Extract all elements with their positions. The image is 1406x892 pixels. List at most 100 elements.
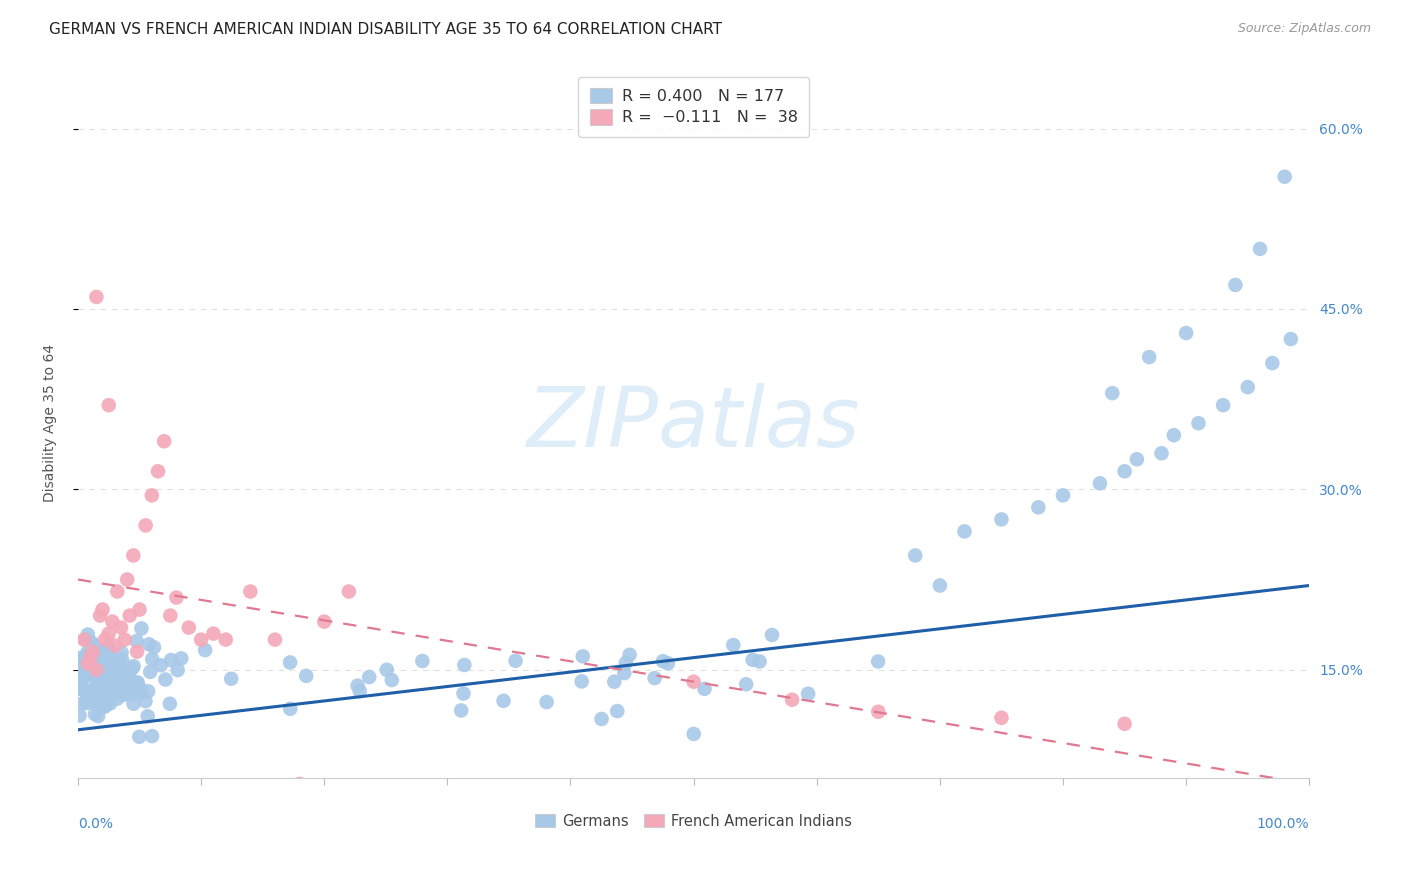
Point xyxy=(84,661,107,675)
Point xyxy=(125,634,148,648)
Point xyxy=(780,692,803,706)
Point xyxy=(94,675,117,690)
Point xyxy=(79,650,101,665)
Point xyxy=(146,464,169,478)
Point xyxy=(110,621,132,635)
Point xyxy=(492,694,515,708)
Point xyxy=(105,657,128,671)
Point xyxy=(122,549,145,563)
Point xyxy=(84,665,107,679)
Point xyxy=(990,711,1012,725)
Point xyxy=(96,672,118,686)
Point xyxy=(278,702,301,716)
Point xyxy=(72,666,94,681)
Text: 100.0%: 100.0% xyxy=(1257,817,1309,830)
Point xyxy=(117,673,139,688)
Point xyxy=(112,688,135,702)
Point xyxy=(110,646,132,660)
Point xyxy=(72,671,94,685)
Point xyxy=(89,658,111,673)
Point xyxy=(77,666,100,681)
Point xyxy=(79,665,101,680)
Point xyxy=(1261,356,1284,370)
Point xyxy=(139,665,162,679)
Point xyxy=(1028,500,1050,515)
Point xyxy=(194,643,217,657)
Point xyxy=(70,681,93,696)
Point xyxy=(107,663,129,677)
Point xyxy=(606,704,628,718)
Point xyxy=(87,645,110,659)
Point xyxy=(128,602,150,616)
Point xyxy=(97,398,120,412)
Point xyxy=(1137,350,1160,364)
Point xyxy=(160,653,183,667)
Point xyxy=(70,697,93,711)
Point xyxy=(83,647,105,661)
Point xyxy=(143,640,166,655)
Point xyxy=(128,730,150,744)
Point xyxy=(70,667,93,681)
Point xyxy=(177,621,200,635)
Point xyxy=(118,665,141,680)
Point xyxy=(114,632,136,647)
Point xyxy=(1249,242,1271,256)
Point xyxy=(87,686,110,700)
Point xyxy=(359,670,381,684)
Point xyxy=(86,698,108,712)
Point xyxy=(1150,446,1173,460)
Point xyxy=(288,777,311,791)
Point xyxy=(91,657,114,672)
Point xyxy=(723,638,745,652)
Point xyxy=(1114,464,1136,478)
Point xyxy=(89,687,111,701)
Point xyxy=(682,674,704,689)
Point xyxy=(105,687,128,701)
Point xyxy=(90,657,112,672)
Point xyxy=(314,615,336,629)
Point xyxy=(94,699,117,714)
Point xyxy=(76,687,98,701)
Point xyxy=(67,662,90,676)
Point xyxy=(591,712,613,726)
Point xyxy=(79,662,101,676)
Point xyxy=(67,654,90,668)
Point xyxy=(110,666,132,681)
Point xyxy=(381,673,404,687)
Text: ZIPatlas: ZIPatlas xyxy=(527,383,860,464)
Point xyxy=(76,696,98,710)
Point xyxy=(159,697,181,711)
Point xyxy=(149,658,172,673)
Point xyxy=(215,632,238,647)
Point xyxy=(98,651,121,665)
Point xyxy=(77,694,100,708)
Point xyxy=(1236,380,1258,394)
Point xyxy=(90,673,112,687)
Point xyxy=(141,652,163,666)
Point xyxy=(1088,476,1111,491)
Point xyxy=(761,628,783,642)
Point xyxy=(1175,326,1198,340)
Point xyxy=(190,632,212,647)
Point xyxy=(125,645,148,659)
Point xyxy=(120,682,142,697)
Point xyxy=(98,697,121,711)
Point xyxy=(86,662,108,676)
Point xyxy=(69,708,91,723)
Point xyxy=(657,657,679,671)
Point xyxy=(80,635,103,649)
Point xyxy=(107,668,129,682)
Point xyxy=(159,608,181,623)
Legend: Germans, French American Indians: Germans, French American Indians xyxy=(529,808,858,834)
Point xyxy=(76,627,98,641)
Point xyxy=(84,685,107,699)
Point xyxy=(1187,416,1209,430)
Point xyxy=(904,549,927,563)
Point xyxy=(84,639,107,653)
Point xyxy=(166,663,188,677)
Point xyxy=(619,648,641,662)
Point xyxy=(131,622,153,636)
Point xyxy=(450,703,472,717)
Point xyxy=(89,673,111,688)
Point xyxy=(91,675,114,690)
